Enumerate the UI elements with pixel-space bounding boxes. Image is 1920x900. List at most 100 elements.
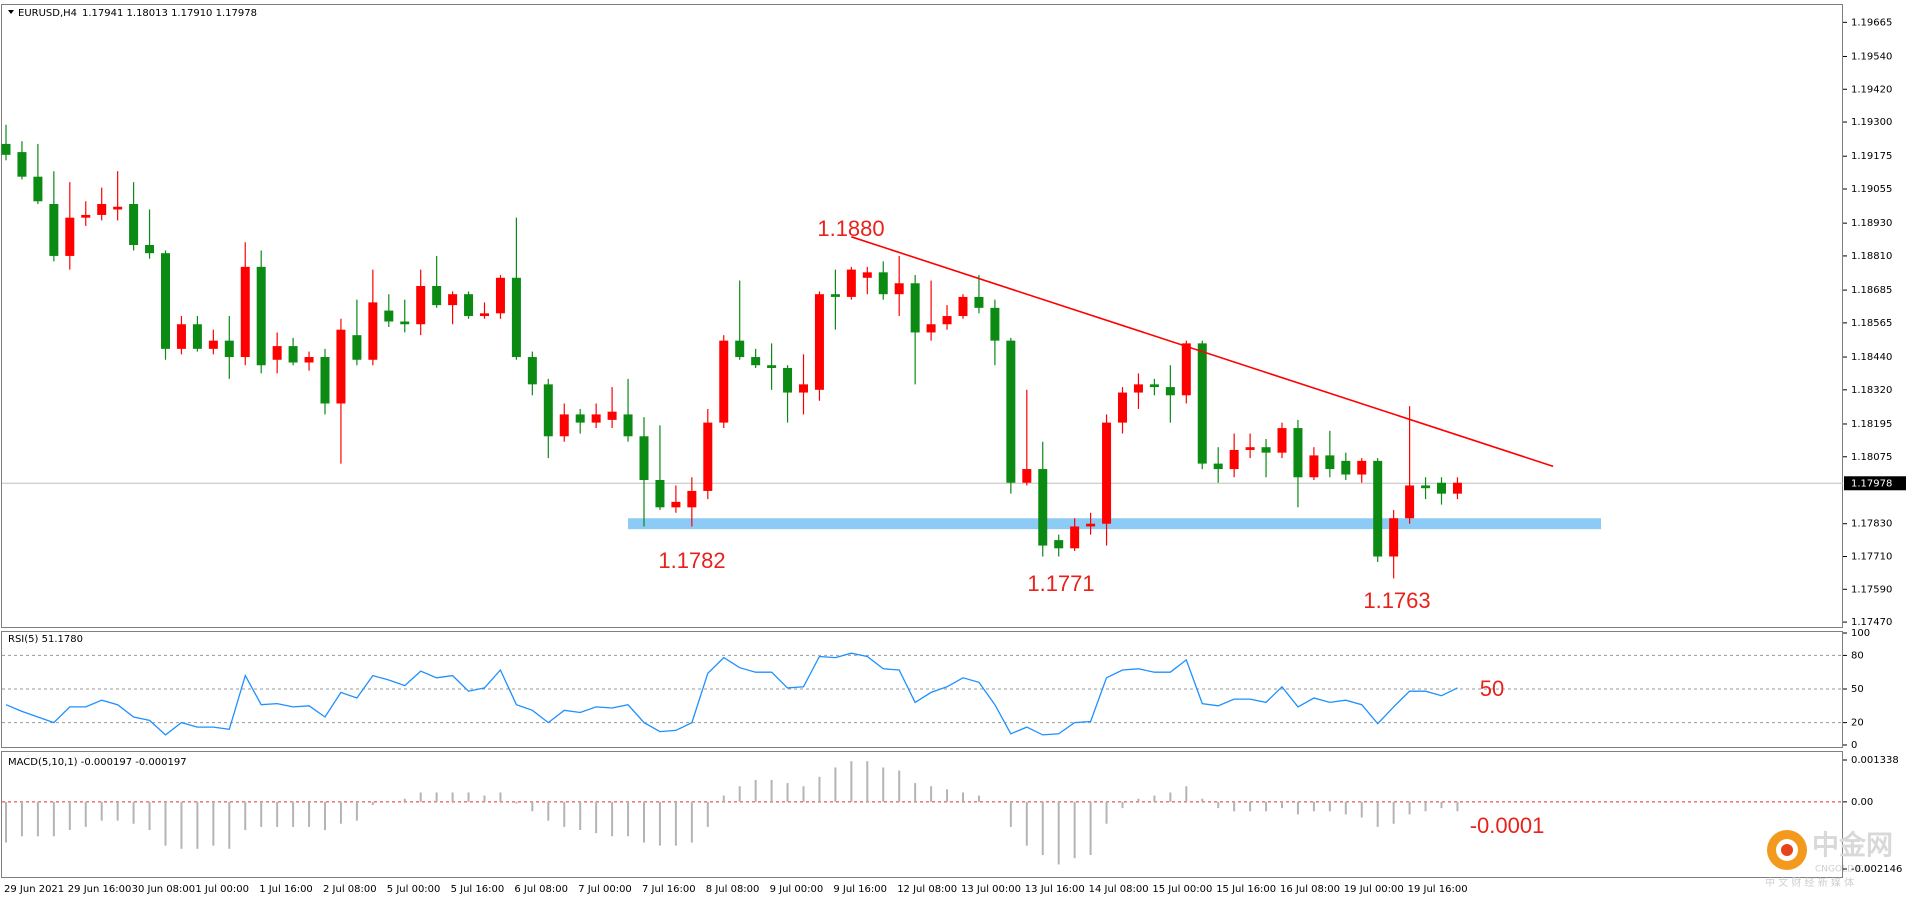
candle-body — [783, 367, 793, 393]
candle-body — [990, 307, 1000, 341]
macd-bar — [674, 801, 677, 846]
macd-bar — [595, 801, 598, 834]
macd-bar — [1360, 801, 1363, 818]
macd-bar — [977, 795, 980, 802]
candle-body — [719, 340, 729, 423]
macd-bar — [643, 801, 645, 843]
candle-body — [910, 283, 920, 333]
macd-bar — [196, 801, 199, 849]
macd-bar — [690, 801, 693, 843]
candle-body — [1293, 428, 1303, 478]
macd-bar — [1249, 801, 1252, 812]
candle-body — [1070, 526, 1080, 549]
y-tick-label: 100 — [1851, 628, 1870, 639]
macd-bar — [355, 801, 358, 821]
y-tick-label: 50 — [1851, 684, 1864, 695]
menu-triangle — [8, 10, 14, 14]
macd-bar — [547, 801, 550, 821]
annotation: 1.1763 — [1363, 588, 1430, 613]
annotation: 50 — [1480, 676, 1504, 701]
x-tick-label: 15 Jul 16:00 — [1216, 884, 1276, 895]
macd-bar — [834, 767, 837, 802]
macd-bar — [483, 795, 486, 802]
y-tick-label: 0.00 — [1851, 797, 1873, 808]
candle-body — [480, 313, 489, 317]
y-tick-label: 1.18810 — [1851, 251, 1892, 262]
macd-bar — [1073, 801, 1076, 859]
candle-body — [1389, 518, 1399, 557]
y-tick-label: 80 — [1851, 650, 1864, 661]
candle-body — [543, 384, 553, 437]
candle-body — [495, 277, 505, 314]
y-tick-label: 1.18320 — [1851, 385, 1892, 396]
macd-bar — [866, 761, 869, 802]
macd-bar — [276, 801, 279, 827]
x-tick-label: 29 Jun 2021 — [4, 884, 64, 895]
macd-bar — [1041, 801, 1044, 856]
macd-bar — [1424, 801, 1427, 812]
symbol-title: EURUSD,H4 — [18, 8, 77, 19]
macd-bar — [116, 801, 119, 821]
candle-body — [1325, 455, 1335, 470]
x-tick-label: 30 Jun 08:00 — [132, 884, 196, 895]
annotation: 1.1771 — [1027, 571, 1094, 596]
macd-bar — [164, 801, 167, 846]
macd-bar — [1025, 801, 1028, 846]
candle-body — [432, 285, 442, 306]
macd-bar — [930, 786, 933, 802]
macd-bar — [1121, 801, 1124, 809]
watermark-tagline: 中 文 财 经 新 媒 体 — [1765, 876, 1854, 889]
macd-bar — [1265, 801, 1268, 812]
candle-body — [1245, 447, 1255, 450]
candle-body — [288, 346, 298, 363]
candle-body — [862, 272, 872, 278]
macd-bar — [5, 801, 7, 843]
x-tick-label: 13 Jul 00:00 — [961, 884, 1021, 895]
watermark-brand: 中金网 — [1812, 830, 1893, 862]
macd-bar — [563, 801, 566, 827]
annotation: 1.1782 — [658, 548, 725, 573]
y-tick-label: 1.18075 — [1851, 452, 1892, 463]
candle-body — [304, 357, 314, 363]
y-tick-label: 1.18565 — [1851, 318, 1892, 329]
macd-bar — [308, 801, 311, 827]
candle-body — [17, 152, 27, 177]
candle-body — [735, 340, 745, 358]
candle-body — [607, 411, 617, 420]
macd-bar — [993, 801, 996, 803]
macd-bar — [339, 801, 342, 824]
candle-body — [416, 285, 426, 325]
candle-body — [161, 253, 170, 349]
macd-panel — [1, 751, 1843, 878]
macd-bar — [84, 801, 87, 827]
candle-body — [527, 357, 537, 385]
support-zone — [628, 518, 1601, 530]
macd-bar — [451, 792, 454, 802]
candle-body — [511, 277, 521, 358]
candle-body — [1261, 447, 1271, 453]
x-tick-label: 5 Jul 00:00 — [387, 884, 441, 895]
watermark: 中金网 CNGOLD.CN 中 文 财 经 新 媒 体 — [1765, 830, 1893, 890]
candle-body — [384, 310, 394, 322]
candle-body — [176, 324, 186, 349]
y-tick-label: 20 — [1851, 718, 1864, 729]
macd-bar — [435, 792, 438, 802]
macd-bar — [148, 801, 151, 831]
candle-body — [591, 414, 601, 423]
macd-bar — [1217, 801, 1220, 809]
y-tick-label: 1.17710 — [1851, 552, 1892, 563]
watermark-site: CNGOLD.CN — [1815, 865, 1870, 875]
x-tick-label: 5 Jul 16:00 — [451, 884, 505, 895]
y-tick-label: 1.19055 — [1851, 184, 1892, 195]
macd-bar — [786, 783, 789, 802]
candle-body — [352, 335, 362, 360]
rsi-title: RSI(5) 51.1780 — [8, 634, 83, 645]
candle-body — [1452, 482, 1462, 494]
rsi-panel — [1, 631, 1843, 748]
macd-bar — [818, 776, 821, 802]
macd-bar — [1089, 801, 1092, 856]
candle-body — [1197, 343, 1207, 464]
macd-bar — [1296, 801, 1299, 815]
